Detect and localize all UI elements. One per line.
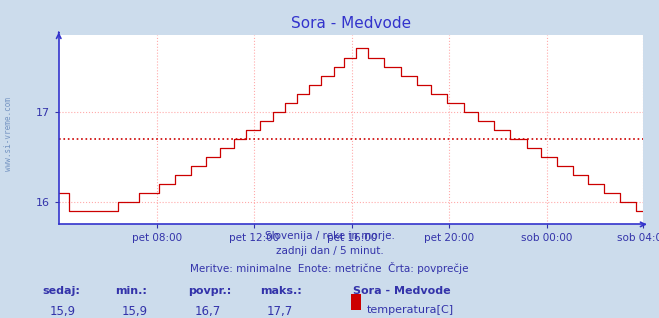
Text: 16,7: 16,7 (194, 305, 221, 318)
Text: povpr.:: povpr.: (188, 286, 231, 296)
Text: zadnji dan / 5 minut.: zadnji dan / 5 minut. (275, 246, 384, 256)
Text: www.si-vreme.com: www.si-vreme.com (4, 97, 13, 170)
Text: 17,7: 17,7 (267, 305, 293, 318)
Text: 15,9: 15,9 (122, 305, 148, 318)
Text: Meritve: minimalne  Enote: metrične  Črta: povprečje: Meritve: minimalne Enote: metrične Črta:… (190, 262, 469, 274)
Text: maks.:: maks.: (260, 286, 302, 296)
Text: temperatura[C]: temperatura[C] (367, 305, 454, 315)
Text: Slovenija / reke in morje.: Slovenija / reke in morje. (264, 231, 395, 240)
Text: Sora - Medvode: Sora - Medvode (353, 286, 450, 296)
Text: 15,9: 15,9 (49, 305, 76, 318)
Text: sedaj:: sedaj: (43, 286, 80, 296)
Text: min.:: min.: (115, 286, 147, 296)
Title: Sora - Medvode: Sora - Medvode (291, 16, 411, 31)
